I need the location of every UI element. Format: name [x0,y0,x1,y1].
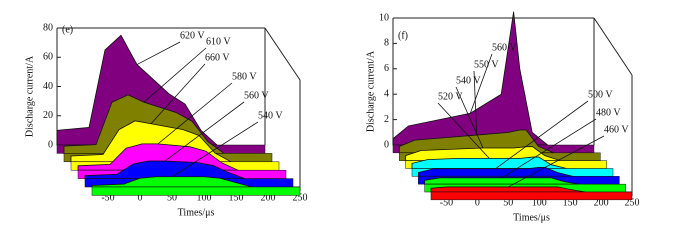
x-tick-label: -50 [101,192,114,203]
series-label: 620 V [180,30,205,41]
series-label: 500 V [588,89,613,100]
y-axis-label: Discharge current/A [24,55,35,137]
leader-line [164,101,245,162]
x-tick-label: 250 [293,192,308,203]
series-label: 560 V [244,90,269,101]
leader-line [157,82,233,145]
x-tick-label: 250 [625,197,640,208]
panel-label: (e) [62,24,73,35]
x-tick-label: 200 [261,192,276,203]
layer-area [398,129,555,154]
y-tick-label: 0 [48,139,53,150]
y-tick-label: 2 [384,114,389,125]
leader-line [136,41,181,65]
y-tick-label: 80 [43,22,53,33]
x-tick-label: 50 [503,197,513,208]
x-tick-label: 50 [167,192,177,203]
layer-area [405,146,561,162]
layer-area [430,186,586,193]
y-tick-label: 0 [384,139,389,150]
axis-frame [264,27,301,81]
leader-line [508,135,605,188]
x-axis-label: Times/μs [513,212,550,223]
series-label: 540 V [258,110,283,121]
y-tick-label: 4 [384,88,389,99]
x-tick-label: 0 [138,192,143,203]
leader-line [469,53,493,114]
series-label: 540 V [456,75,481,86]
leader-line [455,86,484,149]
series-label: 560 V [492,42,517,53]
y-tick-label: 60 [43,52,53,63]
leader-line [473,70,478,136]
x-tick-label: 200 [594,197,609,208]
layer-base [91,186,301,196]
y-tick-label: 10 [379,12,389,23]
y-tick-label: 20 [43,110,53,121]
y-tick-label: 40 [43,81,53,92]
series-label: 580 V [232,71,257,82]
leader-line [150,63,206,125]
series-label: 660 V [205,52,230,63]
series-label: 460 V [604,124,629,135]
x-tick-label: 100 [532,197,547,208]
x-tick-label: 150 [229,192,244,203]
leader-line [437,102,490,159]
y-tick-label: 8 [384,38,389,49]
series-label: 480 V [596,107,621,118]
layer-area [424,177,580,185]
y-tick-label: 6 [384,63,389,74]
x-tick-label: 150 [563,197,578,208]
leader-line [171,121,259,178]
series-label: 550 V [474,59,499,70]
y-axis-label: Discharge current/A [365,50,376,132]
layer-area [392,11,549,146]
x-tick-label: 100 [197,192,212,203]
leader-line [501,118,597,179]
leader-line [495,100,589,170]
x-tick-label: -50 [440,197,453,208]
x-tick-label: 0 [475,197,480,208]
series-label: 520 V [438,91,463,102]
layer-area [417,167,574,177]
series-label: 610 V [206,36,231,47]
layer-base [430,191,633,201]
layer-area [411,156,567,169]
leader-line [143,47,207,103]
x-axis-label: Times/μs [178,207,215,218]
axis-frame [593,17,633,76]
panel-label: (f) [398,30,408,41]
